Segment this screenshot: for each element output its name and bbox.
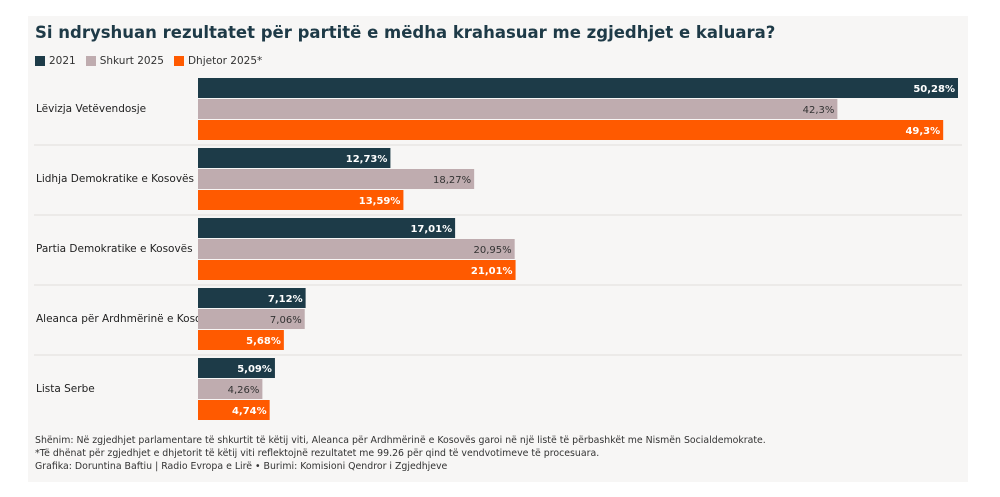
bar bbox=[198, 330, 284, 350]
bar-value-label: 7,06% bbox=[270, 315, 302, 326]
credit-source: Grafika: Doruntina Baftiu | Radio Evropa… bbox=[35, 461, 448, 472]
legend-label-2021: 2021 bbox=[49, 55, 76, 67]
bar bbox=[198, 309, 305, 329]
legend-label-shkurt-2025: Shkurt 2025 bbox=[99, 55, 164, 67]
bar bbox=[198, 239, 515, 259]
legend-item-shkurt-2025: Shkurt 2025 bbox=[85, 55, 164, 67]
bar-value-label: 5,09% bbox=[237, 364, 272, 375]
bar-value-label: 17,01% bbox=[410, 224, 452, 235]
bar bbox=[198, 260, 516, 280]
bar bbox=[198, 120, 944, 140]
legend-item-dhjetor-2025: Dhjetor 2025* bbox=[173, 55, 263, 67]
category-label: Aleanca për Ardhmërinë e Kosovës bbox=[36, 313, 220, 325]
bar-value-label: 50,28% bbox=[913, 84, 955, 95]
bar bbox=[198, 99, 838, 119]
legend-swatch-shkurt-2025 bbox=[85, 56, 96, 66]
category-label: Lidhja Demokratike e Kosovës bbox=[36, 173, 194, 185]
chart-notes: Shënim: Në zgjedhjet parlamentare të shk… bbox=[35, 434, 766, 473]
note-footnote: *Të dhënat për zgjedhjet e dhjetorit të … bbox=[35, 448, 600, 459]
bar-value-label: 4,74% bbox=[232, 406, 267, 417]
bar-chart: Lëvizja Vetëvendosje 50,28% 42,3% 49,3% Lidh… bbox=[34, 78, 962, 420]
note-text: Shënim: Në zgjedhjet parlamentare të shk… bbox=[35, 435, 766, 446]
bar bbox=[198, 218, 456, 238]
bar bbox=[198, 358, 275, 378]
bar-value-label: 5,68% bbox=[246, 336, 281, 347]
bar bbox=[198, 78, 958, 98]
legend-swatch-dhjetor-2025 bbox=[173, 56, 184, 66]
bar-value-label: 21,01% bbox=[471, 266, 513, 277]
bar bbox=[198, 379, 263, 399]
category-label: Partia Demokratike e Kosovës bbox=[36, 243, 193, 255]
bar bbox=[198, 148, 391, 168]
category-label: Lista Serbe bbox=[36, 383, 95, 395]
legend-swatch-2021 bbox=[35, 56, 45, 66]
bar-value-label: 18,27% bbox=[433, 175, 471, 186]
chart-panel: Si ndryshuan rezultatet për partitë e më… bbox=[28, 16, 968, 482]
legend: 2021 Shkurt 2025 Dhjetor 2025* bbox=[35, 55, 272, 67]
bar bbox=[198, 400, 270, 420]
legend-item-2021: 2021 bbox=[35, 55, 76, 67]
bar bbox=[198, 288, 306, 308]
bar-value-label: 42,3% bbox=[803, 105, 835, 116]
category-label: Lëvizja Vetëvendosje bbox=[36, 103, 146, 115]
bar-value-label: 49,3% bbox=[905, 126, 940, 137]
bar-value-label: 12,73% bbox=[346, 154, 388, 165]
chart-title: Si ndryshuan rezultatet për partitë e më… bbox=[35, 23, 776, 42]
bar-value-label: 13,59% bbox=[359, 196, 401, 207]
bar bbox=[198, 190, 404, 210]
bar-value-label: 4,26% bbox=[228, 385, 260, 396]
legend-label-dhjetor-2025: Dhjetor 2025* bbox=[187, 55, 263, 67]
bar-value-label: 7,12% bbox=[268, 294, 303, 305]
bar bbox=[198, 169, 475, 189]
bar-value-label: 20,95% bbox=[474, 245, 512, 256]
